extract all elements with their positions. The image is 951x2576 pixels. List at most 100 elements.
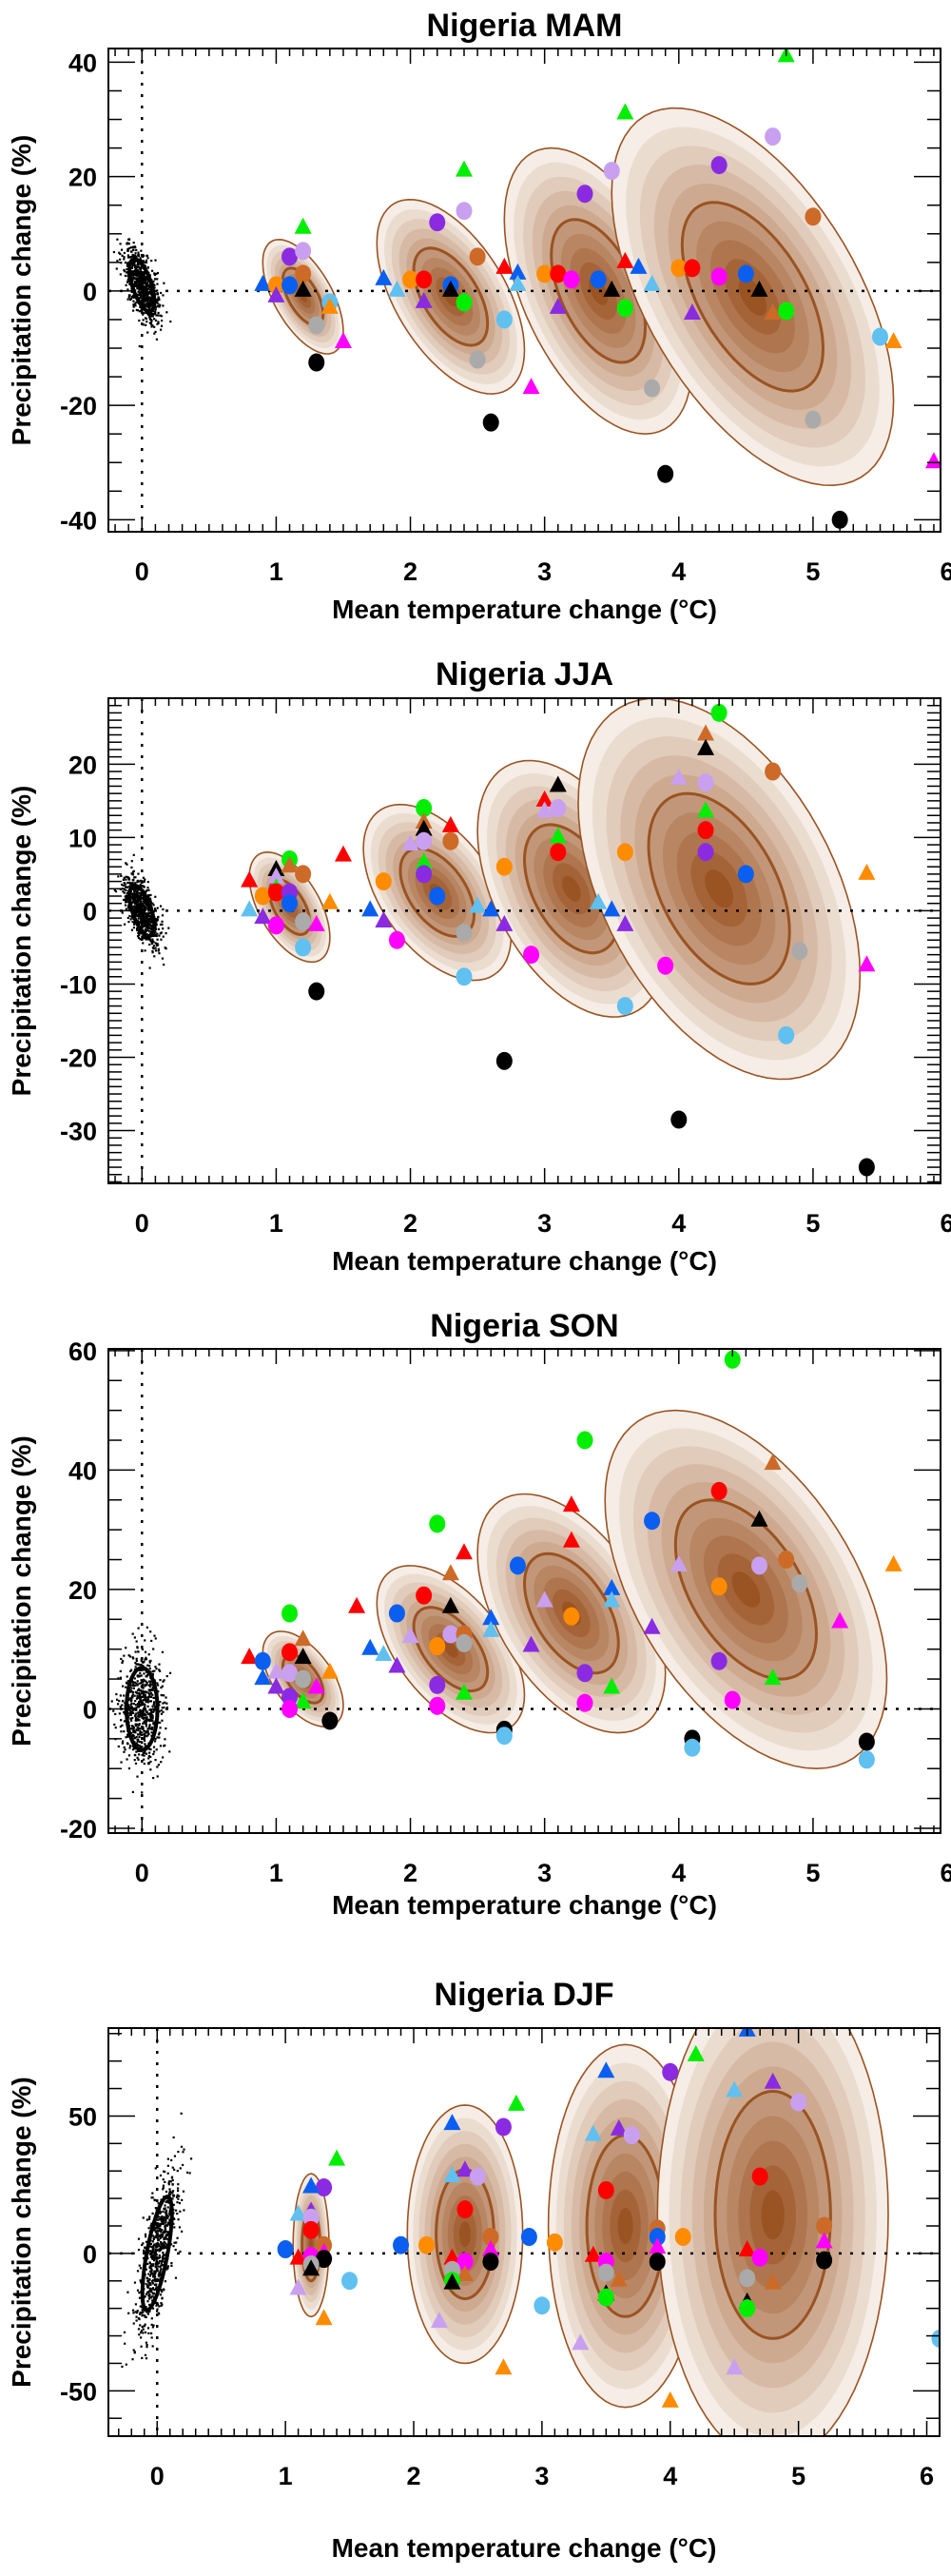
model-point-circle <box>597 2263 614 2282</box>
noise-dot <box>134 252 137 255</box>
noise-dot <box>130 272 133 275</box>
noise-dot <box>138 905 141 907</box>
model-point-triangle <box>616 103 634 120</box>
noise-dot <box>158 1731 161 1734</box>
noise-dot <box>143 907 146 910</box>
noise-dot <box>143 1737 146 1741</box>
noise-dot <box>180 2112 183 2115</box>
noise-dot <box>138 1703 141 1706</box>
noise-dot <box>146 915 148 919</box>
noise-dot <box>145 1724 148 1727</box>
noise-dot <box>132 1730 135 1734</box>
noise-dot <box>142 900 146 903</box>
model-point-triangle <box>603 1578 621 1595</box>
noise-dot <box>138 1724 141 1727</box>
noise-dot <box>141 1746 144 1748</box>
noise-dot <box>159 905 163 907</box>
noise-dot <box>150 2255 154 2258</box>
model-point-circle <box>429 1514 446 1533</box>
noise-dot <box>144 1739 146 1743</box>
model-point-circle <box>456 924 473 943</box>
noise-dot <box>119 1669 122 1672</box>
noise-dot <box>123 270 126 273</box>
noise-dot <box>142 279 146 282</box>
noise-dot <box>182 2151 184 2154</box>
model-point-circle <box>281 276 299 295</box>
noise-dot <box>125 888 127 892</box>
noise-dot <box>144 921 146 924</box>
noise-dot <box>153 2251 156 2254</box>
noise-dot <box>150 2264 153 2268</box>
noise-dot <box>152 1708 155 1710</box>
noise-dot <box>150 2323 153 2326</box>
noise-dot <box>150 1683 153 1686</box>
noise-dot <box>144 2315 146 2318</box>
model-point-triangle <box>584 2124 602 2141</box>
noise-dot <box>136 268 140 272</box>
noise-dot <box>135 1723 139 1726</box>
noise-dot <box>134 1754 137 1757</box>
noise-dot <box>163 2247 165 2250</box>
noise-dot <box>159 2211 163 2214</box>
noise-dot <box>153 318 156 321</box>
noise-dot <box>161 2222 164 2225</box>
noise-dot <box>137 255 141 258</box>
noise-dot <box>147 2252 150 2254</box>
noise-dot <box>131 1693 135 1696</box>
noise-dot <box>140 913 143 916</box>
noise-dot <box>133 1681 137 1684</box>
x-tick-label: 2 <box>403 1209 417 1238</box>
noise-dot <box>145 1684 147 1687</box>
noise-dot <box>136 309 140 312</box>
noise-dot <box>121 1704 124 1707</box>
noise-dot <box>115 1698 119 1701</box>
x-tick-label: 0 <box>135 557 149 586</box>
noise-dot <box>149 1727 152 1730</box>
noise-dot <box>137 290 140 293</box>
noise-dot <box>134 907 137 910</box>
noise-dot <box>130 1706 133 1708</box>
noise-dot <box>159 2224 162 2227</box>
noise-dot <box>132 1657 135 1660</box>
model-point-triangle <box>307 914 325 931</box>
noise-dot <box>139 893 142 897</box>
noise-dot <box>136 2270 140 2273</box>
noise-dot <box>120 248 124 251</box>
noise-dot <box>155 2288 158 2291</box>
noise-dot <box>145 890 147 893</box>
noise-dot <box>132 300 135 302</box>
noise-dot <box>162 1710 165 1713</box>
noise-dot <box>145 903 147 906</box>
model-point-triangle <box>241 900 259 917</box>
noise-dot <box>155 2245 158 2248</box>
noise-dot <box>146 1626 148 1629</box>
noise-dot <box>145 1656 147 1659</box>
noise-dot <box>148 1747 151 1750</box>
noise-dot <box>143 1736 146 1739</box>
noise-dot <box>139 283 142 286</box>
noise-dot <box>155 922 158 925</box>
noise-dot <box>146 2300 149 2303</box>
noise-dot <box>164 2242 167 2245</box>
noise-dot <box>130 866 133 869</box>
noise-dot <box>156 2261 159 2264</box>
noise-dot <box>165 311 168 314</box>
noise-dot <box>150 1734 153 1737</box>
noise-dot <box>154 1666 157 1669</box>
model-point-circle <box>805 207 822 226</box>
noise-dot <box>179 2210 182 2213</box>
noise-dot <box>133 1694 136 1697</box>
noise-dot <box>152 2264 155 2267</box>
noise-dot <box>147 2217 151 2220</box>
noise-dot <box>154 1758 157 1762</box>
natural-variability-cloud <box>112 238 172 348</box>
noise-dot <box>123 1730 126 1733</box>
noise-dot <box>179 2250 182 2254</box>
noise-dot <box>148 1660 151 1663</box>
noise-dot <box>156 2277 159 2280</box>
noise-dot <box>137 1739 140 1742</box>
noise-dot <box>145 317 148 321</box>
noise-dot <box>114 1727 117 1729</box>
noise-dot <box>139 2305 142 2308</box>
noise-dot <box>165 2215 167 2218</box>
